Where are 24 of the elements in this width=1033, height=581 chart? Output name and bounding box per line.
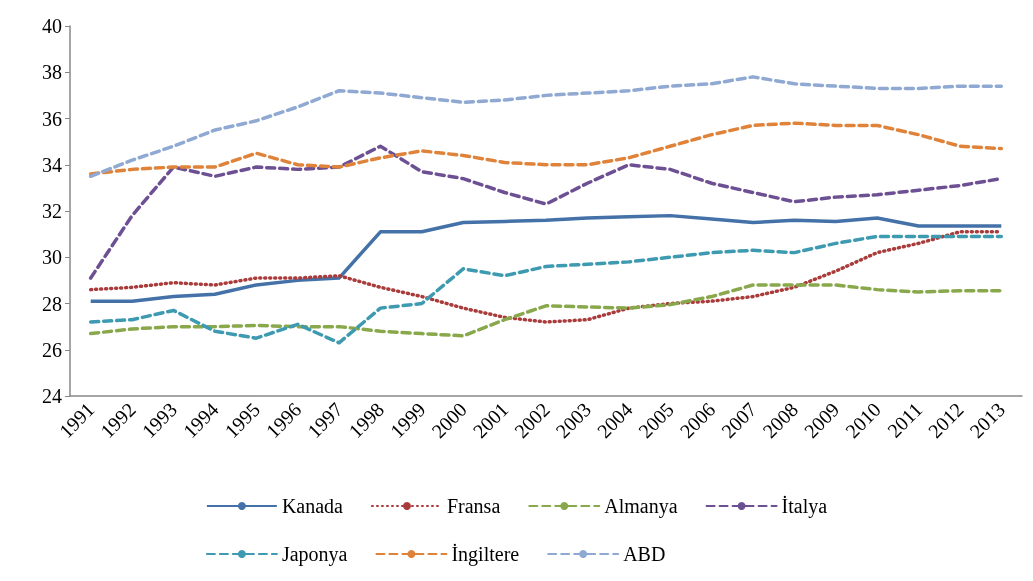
legend-label: Japonya: [281, 543, 348, 566]
y-tick-label: 38: [42, 61, 62, 84]
y-tick-label: 30: [42, 246, 62, 269]
line-series: [88, 121, 1004, 176]
y-tick-label: 36: [42, 107, 62, 130]
legend-label: ABD: [623, 543, 666, 565]
y-tick-label: 24: [42, 385, 62, 407]
line-series: [88, 234, 1004, 345]
legend-label: Fransa: [446, 495, 501, 517]
y-tick-label: 40: [42, 15, 62, 37]
y-tick-label: 32: [42, 200, 62, 222]
x-tick-label: 2011: [883, 398, 927, 442]
line-series: [88, 213, 1004, 303]
y-tick-label: 28: [42, 292, 62, 315]
line-series: [88, 283, 1004, 338]
line-series: [88, 75, 1004, 179]
y-tick-label: 34: [42, 153, 62, 176]
legend-label: Almanya: [604, 495, 678, 518]
x-tick-label: 1992: [96, 398, 140, 443]
x-tick-label: 1999: [385, 398, 430, 443]
legend-label: Kanada: [281, 495, 344, 517]
legend-label: İngiltere: [451, 543, 520, 566]
y-tick-label: 26: [42, 338, 62, 361]
legend-label: İtalya: [781, 495, 828, 518]
